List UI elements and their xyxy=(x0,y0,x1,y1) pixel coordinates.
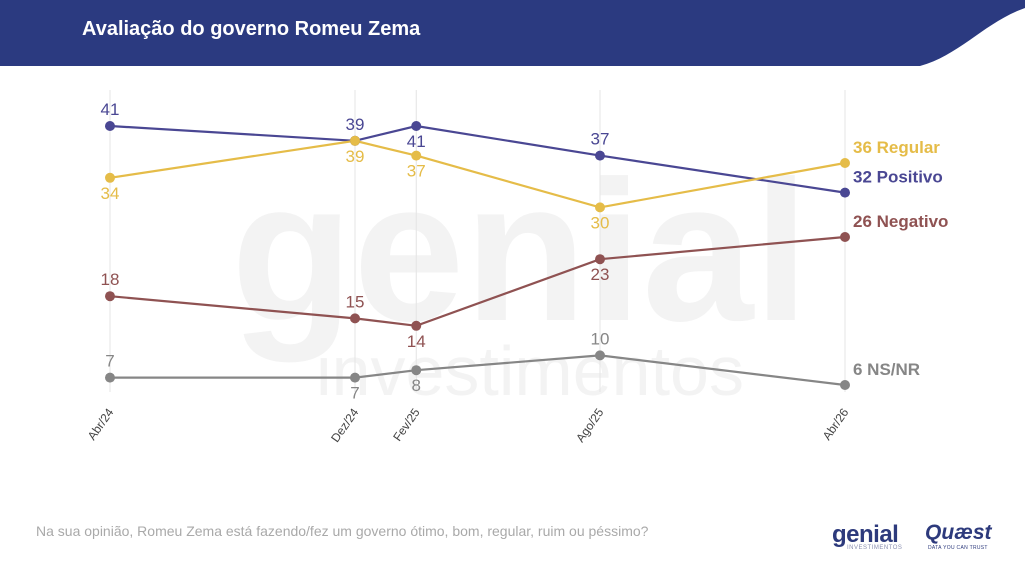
data-point xyxy=(411,365,422,376)
line-chart: 41 39 41 37 32 Positivo 34 39 37 30 36 Regular 18 1… xyxy=(85,90,949,445)
data-point xyxy=(840,187,850,198)
data-label: 37 xyxy=(591,130,610,149)
data-point xyxy=(411,121,422,131)
series-line-negativo xyxy=(109,235,846,327)
data-point xyxy=(595,350,605,361)
series-line-nsnr xyxy=(110,354,846,387)
header-banner: Avaliação do governo Romeu Zema xyxy=(0,0,1025,70)
data-point xyxy=(411,320,422,331)
quaest-logo: Quæst xyxy=(925,521,992,544)
data-label: 10 xyxy=(591,329,610,348)
data-label: 39 xyxy=(346,115,365,134)
data-point xyxy=(411,150,422,161)
data-point xyxy=(105,121,115,131)
data-labels: 41 39 41 37 32 Positivo 34 39 37 30 36 Regular 18 1… xyxy=(101,100,949,403)
data-label: 8 xyxy=(412,376,421,395)
data-label: 14 xyxy=(407,332,426,351)
data-points xyxy=(105,121,850,390)
data-point xyxy=(105,372,115,383)
x-tick-label: Abr/24 xyxy=(85,405,117,442)
data-point xyxy=(350,135,360,146)
data-label: 15 xyxy=(346,292,365,311)
x-tick-label: Fev/25 xyxy=(390,405,423,443)
data-point xyxy=(105,172,115,183)
question-text: Na sua opinião, Romeu Zema está fazendo/… xyxy=(36,523,649,539)
x-tick-label: Dez/24 xyxy=(328,405,361,444)
data-label: 39 xyxy=(346,147,365,166)
data-label: 18 xyxy=(101,270,120,289)
x-tick-label: Abr/26 xyxy=(820,405,852,442)
data-label: 23 xyxy=(591,265,610,284)
data-label: 30 xyxy=(591,213,610,232)
data-label: 41 xyxy=(407,132,426,151)
series-line-regular xyxy=(109,139,846,209)
series-end-label: 6 NS/NR xyxy=(853,360,920,379)
data-point xyxy=(840,232,850,242)
data-point xyxy=(105,291,115,302)
series-end-label: 36 Regular xyxy=(853,138,940,157)
data-label: 7 xyxy=(105,352,114,371)
data-point xyxy=(595,254,605,265)
data-point xyxy=(350,313,360,324)
data-label: 34 xyxy=(101,184,120,203)
data-point xyxy=(840,380,850,390)
quaest-logo-subtitle: DATA YOU CAN TRUST xyxy=(928,545,988,551)
data-label: 7 xyxy=(350,384,359,403)
data-point xyxy=(595,202,605,213)
data-label: 41 xyxy=(101,100,120,119)
genial-logo: genial xyxy=(832,521,899,548)
genial-logo-subtitle: INVESTIMENTOS xyxy=(847,545,903,551)
header-shape xyxy=(0,0,1025,66)
data-point xyxy=(595,150,605,161)
data-label: 37 xyxy=(407,162,426,181)
series-end-label: 32 Positivo xyxy=(853,168,943,187)
watermark-line2: investimentos xyxy=(316,332,744,410)
page-title: Avaliação do governo Romeu Zema xyxy=(82,18,421,40)
data-point xyxy=(350,372,360,383)
data-point xyxy=(840,158,850,168)
series-end-label: 26 Negativo xyxy=(853,212,948,231)
series-lines xyxy=(109,124,846,387)
x-tick-labels: Abr/24 Dez/24 Fev/25 Ago/25 Abr/26 xyxy=(85,405,852,444)
x-tick-label: Ago/25 xyxy=(573,405,606,444)
